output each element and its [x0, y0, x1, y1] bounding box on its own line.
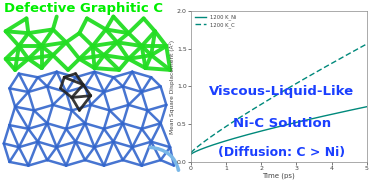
FancyArrowPatch shape [150, 147, 178, 170]
1200 K_Ni [293, 121, 298, 124]
X-axis label: Time (ps): Time (ps) [262, 172, 295, 179]
1200 K_C [360, 45, 365, 47]
1200 K_C [293, 83, 298, 85]
1200 K_Ni [284, 124, 288, 126]
1200 K_C [284, 88, 288, 91]
Text: Defective Graphitic C: Defective Graphitic C [4, 2, 163, 15]
Text: Ni-C Solution: Ni-C Solution [232, 117, 331, 130]
Y-axis label: Mean Square Displacement (Å²): Mean Square Displacement (Å²) [169, 39, 175, 134]
1200 K_C [272, 95, 277, 98]
1200 K_Ni [364, 106, 369, 108]
Legend: 1200 K_Ni, 1200 K_C: 1200 K_Ni, 1200 K_C [194, 14, 238, 29]
1200 K_Ni [189, 153, 193, 155]
1200 K_C [333, 60, 337, 63]
1200 K_Ni [272, 127, 277, 129]
1200 K_C [273, 95, 278, 97]
Line: 1200 K_C: 1200 K_C [191, 44, 367, 153]
1200 K_Ni [333, 112, 337, 115]
1200 K_C [364, 43, 369, 45]
Text: Viscous-Liquid-Like: Viscous-Liquid-Like [209, 86, 354, 98]
1200 K_Ni [360, 107, 365, 109]
1200 K_Ni [273, 126, 278, 129]
Line: 1200 K_Ni: 1200 K_Ni [191, 107, 367, 154]
Text: (Diffusion: C > Ni): (Diffusion: C > Ni) [218, 146, 345, 159]
1200 K_C [189, 152, 193, 154]
